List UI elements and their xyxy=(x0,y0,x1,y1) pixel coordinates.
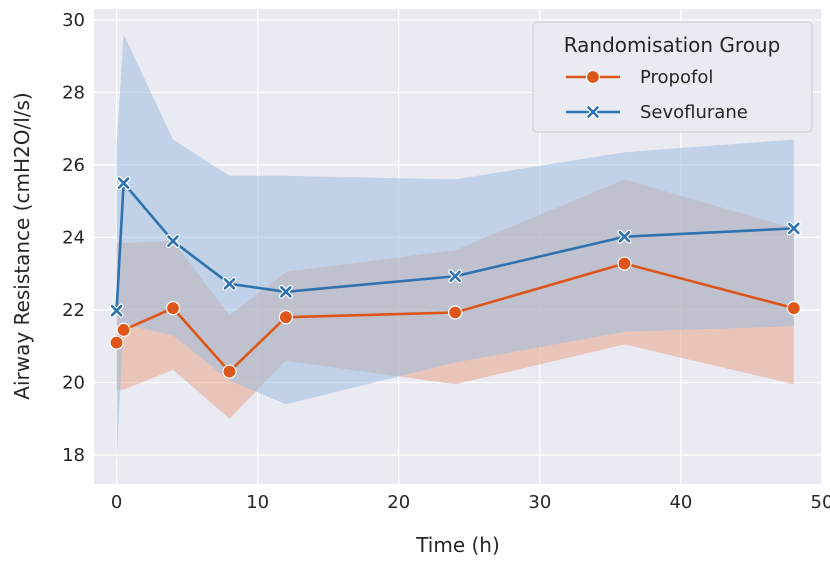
legend-label: Sevoflurane xyxy=(640,102,748,123)
sevoflurane-ci-band xyxy=(116,34,794,463)
y-tick-label: 28 xyxy=(62,82,85,103)
tick-labels: 0 10 20 30 40 50 18 20 22 24 26 28 30 xyxy=(62,10,830,513)
x-tick-label: 20 xyxy=(387,492,410,513)
legend-marker xyxy=(586,105,600,119)
marker-stroke xyxy=(449,270,461,283)
marker-stroke xyxy=(167,235,179,247)
propofol-point xyxy=(116,322,131,337)
legend-item-sevoflurane: Sevoflurane xyxy=(566,102,748,123)
propofol-point xyxy=(278,310,293,325)
propofol-point xyxy=(109,335,124,350)
sevoflurane-point xyxy=(166,234,181,249)
propofol-point xyxy=(448,305,463,320)
marker-stroke xyxy=(787,222,800,235)
legend-box xyxy=(532,21,813,133)
marker-stroke xyxy=(223,278,236,290)
series-markers xyxy=(109,176,801,379)
y-tick-label: 18 xyxy=(62,445,85,466)
y-tick-label: 22 xyxy=(62,300,85,321)
legend-title: Randomisation Group xyxy=(564,33,781,57)
sevoflurane-point xyxy=(116,176,131,191)
marker-stroke xyxy=(110,304,123,317)
sevoflurane-point xyxy=(222,276,237,291)
marker-stroke xyxy=(587,106,599,118)
propofol-point xyxy=(617,256,632,271)
sevoflurane-point xyxy=(109,303,124,318)
marker-stroke xyxy=(280,286,292,298)
legend-items: Propofol Sevoflurane xyxy=(566,67,748,123)
x-tick-label: 0 xyxy=(111,492,122,513)
propofol-point xyxy=(786,301,801,316)
x-tick-label: 10 xyxy=(246,492,269,513)
y-tick-label: 26 xyxy=(62,155,85,176)
y-tick-label: 30 xyxy=(62,10,85,31)
legend: Randomisation Group Propofol Sevoflurane xyxy=(532,21,813,133)
y-tick-label: 20 xyxy=(62,372,85,393)
propofol-point xyxy=(165,301,181,316)
y-axis-title: Airway Resistance (cmH2O/l/s) xyxy=(10,92,34,399)
legend-item-propofol: Propofol xyxy=(566,67,713,88)
x-tick-label: 50 xyxy=(811,492,830,513)
series-lines xyxy=(115,181,795,373)
propofol-line xyxy=(115,262,795,373)
legend-marker xyxy=(585,69,601,85)
sevoflurane-point xyxy=(448,269,463,284)
x-tick-label: 30 xyxy=(528,492,551,513)
legend-label: Propofol xyxy=(640,67,713,88)
marker-stroke xyxy=(117,177,130,189)
marker-stroke xyxy=(618,230,631,243)
sevoflurane-point xyxy=(786,221,801,236)
sevoflurane-point xyxy=(617,229,632,244)
x-tick-label: 40 xyxy=(669,492,692,513)
propofol-point xyxy=(222,364,237,379)
x-axis-title: Time (h) xyxy=(415,533,500,557)
sevoflurane-point xyxy=(278,284,293,299)
y-tick-label: 24 xyxy=(62,227,85,248)
sevoflurane-line xyxy=(115,181,794,311)
